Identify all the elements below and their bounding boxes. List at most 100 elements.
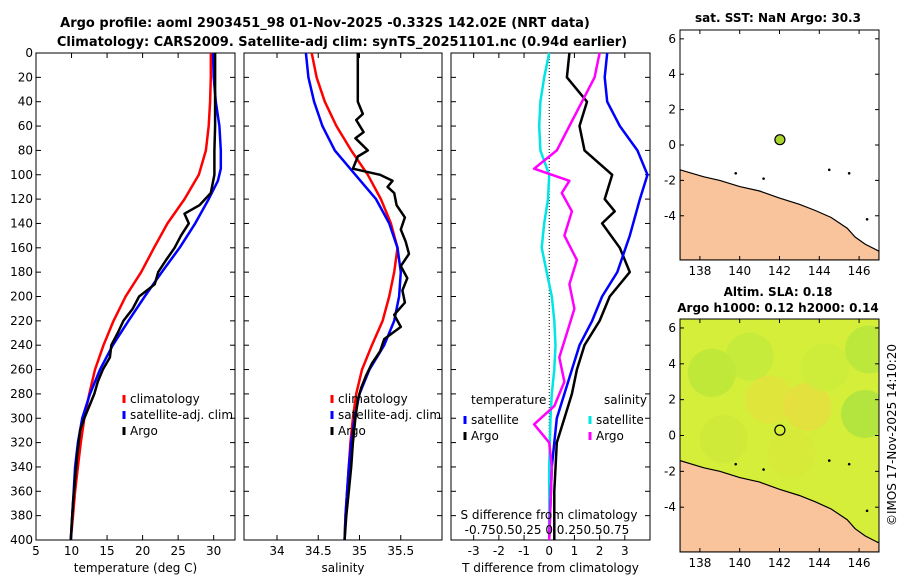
sla-anomaly-patch: [745, 375, 794, 424]
y-tick-label: -4: [664, 500, 676, 514]
series-line-s-satellite: [547, 52, 649, 541]
y-tick-label: 80: [18, 143, 33, 157]
x-tick-label: 140: [728, 556, 751, 570]
x-tick-label: 138: [688, 556, 711, 570]
x-tick-label: 30: [206, 544, 221, 558]
y-tick-label: 60: [18, 119, 33, 133]
sst-map-title: sat. SST: NaN Argo: 30.3: [695, 11, 861, 25]
x-tick-label: 35.5: [387, 544, 414, 558]
y-tick-label: 180: [10, 265, 33, 279]
title-line2: Climatology: CARS2009. Satellite-adj cli…: [57, 35, 627, 50]
y-tick-label: 40: [18, 95, 33, 109]
series-line-climatology: [69, 53, 213, 541]
sla-map-title-line2: Argo h1000: 0.12 h2000: 0.14: [677, 301, 878, 315]
sla-anomaly-patch: [845, 325, 879, 374]
y-tick-label: 380: [10, 509, 33, 523]
x-tick-label: 20: [135, 544, 150, 558]
island-marker: [734, 172, 738, 175]
sla-anomaly-patch: [725, 332, 774, 381]
x-tick-label: 142: [768, 556, 791, 570]
y-tick-label: 260: [10, 363, 33, 377]
x-tick-label: 138: [688, 264, 711, 278]
legend-label: Argo: [130, 424, 158, 438]
x-tick-label: 5: [32, 544, 40, 558]
panel-temperature: 5 10 15 20 25 30 temperature (deg C) 0 20 40 60 80 1…: [10, 46, 236, 575]
top-axis-label: S difference from climatology: [461, 508, 638, 522]
x-tick-label: 25: [171, 544, 186, 558]
island-marker: [847, 462, 851, 466]
legend-label: Argo: [471, 429, 499, 443]
y-tick-label: 6: [668, 321, 676, 335]
y-tick-label: 20: [18, 70, 33, 84]
y-tick-label: -4: [664, 209, 676, 223]
y-tick-label: 340: [10, 460, 33, 474]
x-axis-label: temperature (deg C): [74, 561, 197, 575]
panel-sla_map: 138 140 142 144 146 -4 -2 0 2 4 6 Altim. SLA: 0.18 A…: [664, 285, 880, 570]
watermark: ©IMOS 17-Nov-2025 14:10:20: [885, 344, 899, 526]
x-tick-label: 2: [596, 544, 604, 558]
legend-label: climatology: [338, 392, 408, 406]
x-tick-label: 10: [64, 544, 79, 558]
x-axis-label: salinity: [321, 561, 364, 575]
y-tick-label: 300: [10, 411, 33, 425]
x-tick-label: 140: [728, 264, 751, 278]
legend-label: Argo: [596, 429, 624, 443]
panel-difference: -3 -2 -1 0 1 2 3 T difference from climatology t…: [450, 52, 651, 575]
plot-frame: [35, 52, 236, 541]
island-marker: [827, 459, 831, 462]
y-tick-label: -2: [664, 464, 676, 478]
series-line-argo: [69, 53, 217, 541]
y-tick-label: 0: [25, 46, 33, 60]
legend-label: climatology: [130, 392, 200, 406]
island-marker: [734, 462, 738, 466]
island-marker: [847, 172, 851, 175]
land-mass: [680, 459, 879, 552]
sla-anomaly-patch: [783, 382, 832, 431]
legend-label: Argo: [338, 424, 366, 438]
series-line-t-satellite: [537, 52, 557, 540]
x-tick-label: 34.5: [305, 544, 332, 558]
x-tick-label: 35: [352, 544, 367, 558]
y-tick-label: 4: [668, 357, 676, 371]
legend-header-salinity: salinity: [604, 393, 647, 407]
sla-anomaly-patch: [699, 415, 748, 464]
legend-header-temperature: temperature: [471, 393, 546, 407]
plot-frame: [243, 52, 443, 541]
x-tick-label: 3: [621, 544, 629, 558]
y-tick-label: 240: [10, 338, 33, 352]
y-tick-label: 2: [668, 393, 676, 407]
y-tick-label: 160: [10, 241, 33, 255]
y-tick-label: 0: [668, 138, 676, 152]
x-tick-label: 1: [571, 544, 579, 558]
y-tick-label: -2: [664, 173, 676, 187]
island-marker: [762, 177, 765, 180]
series-line-satellite-adj-clim: [304, 52, 403, 541]
y-tick-label: 0: [668, 429, 676, 443]
island-marker: [865, 509, 869, 513]
x-tick-label: 142: [768, 264, 791, 278]
y-tick-label: 200: [10, 290, 33, 304]
island-marker: [827, 168, 831, 172]
y-tick-label: 2: [668, 103, 676, 117]
x-tick-label: -2: [493, 544, 505, 558]
x-tick-label: 15: [99, 544, 114, 558]
x-tick-label: 146: [848, 264, 871, 278]
argo-float-marker: [774, 134, 786, 146]
legend-label: satellite: [596, 413, 644, 427]
y-tick-label: 360: [10, 484, 33, 498]
sla-anomaly-patch: [767, 429, 816, 478]
map-area: [680, 319, 879, 552]
x-tick-label: 0: [545, 544, 553, 558]
y-tick-label: 6: [668, 32, 676, 46]
series-line-t-argo: [553, 52, 632, 540]
y-tick-label: 100: [10, 168, 33, 182]
title-line1: Argo profile: aoml 2903451_98 01-Nov-202…: [60, 16, 590, 31]
panel-sst_map: 138 140 142 144 146 -4 -2 0 2 4 6 sat. SST: NaN Arg…: [664, 11, 880, 278]
x-tick-label: 34: [269, 544, 284, 558]
sla-anomaly-patch: [801, 343, 850, 392]
x-tick-label: 146: [848, 556, 871, 570]
y-tick-label: 4: [668, 67, 676, 81]
y-tick-label: 400: [10, 533, 33, 547]
x-axis-label: T difference from climatology: [461, 561, 639, 575]
